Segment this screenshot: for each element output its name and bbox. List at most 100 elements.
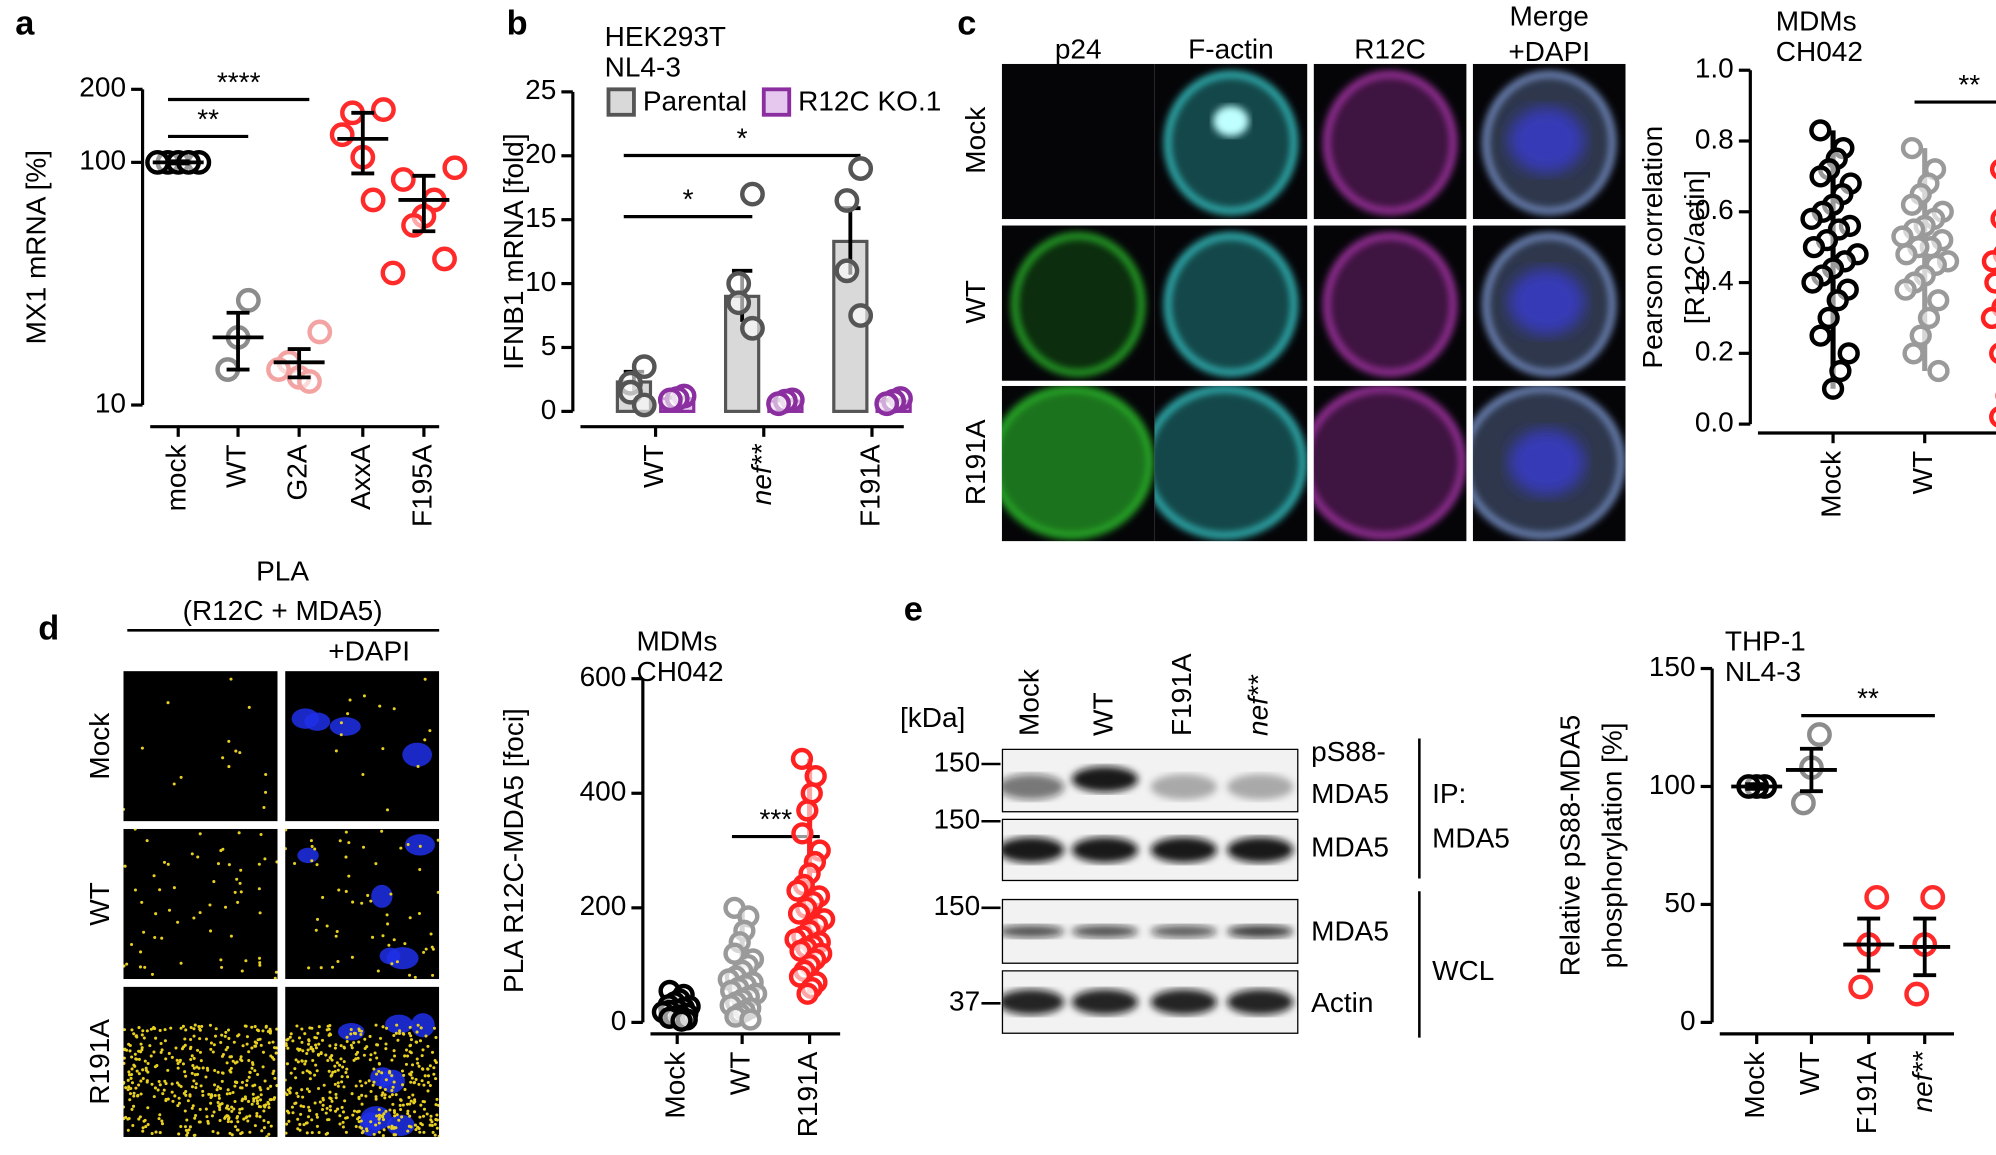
- pla-focus: [314, 1046, 318, 1050]
- pla-focus: [220, 965, 224, 969]
- pla-focus: [186, 1099, 190, 1103]
- pla-focus: [357, 1109, 361, 1113]
- pla-focus: [385, 808, 390, 812]
- y-tick-label: 25: [525, 74, 556, 105]
- pla-focus: [132, 1032, 136, 1036]
- pla-focus: [435, 1118, 439, 1122]
- pla-focus: [436, 838, 440, 842]
- pla-focus: [184, 1074, 188, 1078]
- pla-focus: [394, 1031, 398, 1035]
- pla-focus: [435, 1113, 439, 1117]
- pla-focus: [406, 843, 410, 847]
- pla-focus: [247, 1075, 251, 1079]
- pla-focus: [170, 1055, 174, 1059]
- pla-focus: [344, 889, 348, 893]
- pla-focus: [255, 1111, 259, 1116]
- pla-focus: [420, 1079, 424, 1083]
- pla-focus: [328, 1090, 332, 1094]
- pla-focus: [139, 1092, 143, 1096]
- pla-focus: [256, 1102, 260, 1106]
- x-tick-label: nef**: [746, 443, 777, 505]
- pla-focus: [221, 847, 225, 851]
- panel-letter: d: [38, 609, 59, 647]
- pla-focus: [267, 1102, 271, 1106]
- pla-focus: [406, 1129, 410, 1133]
- micrograph: [285, 671, 440, 822]
- pla-focus: [407, 1095, 411, 1099]
- pla-focus: [144, 1125, 148, 1129]
- pla-focus: [410, 1076, 414, 1080]
- pla-focus: [219, 958, 223, 962]
- data-point: [631, 354, 657, 380]
- pla-focus: [375, 1072, 379, 1076]
- pla-focus: [189, 1037, 193, 1042]
- pla-focus: [207, 1092, 211, 1096]
- pla-focus: [179, 1125, 183, 1129]
- pla-focus: [208, 1023, 212, 1027]
- pla-focus: [159, 1050, 163, 1054]
- pla-focus: [152, 1050, 156, 1054]
- pla-focus: [271, 1072, 275, 1076]
- pla-focus: [286, 1088, 290, 1092]
- pla-focus: [257, 862, 261, 866]
- pla-focus: [158, 1083, 162, 1087]
- row-label: R191A: [960, 419, 991, 505]
- pla-focus: [373, 1051, 377, 1055]
- x-tick-label: AxxA: [345, 444, 376, 510]
- pla-focus: [371, 1083, 375, 1087]
- pla-focus: [349, 1028, 353, 1032]
- pla-focus: [230, 1105, 234, 1109]
- pla-focus: [142, 930, 146, 934]
- pla-focus: [338, 1114, 342, 1118]
- pla-focus: [176, 1066, 180, 1070]
- pla-focus: [158, 1028, 162, 1032]
- pla-focus: [352, 1109, 357, 1113]
- pla-focus: [213, 1093, 217, 1098]
- pla-focus: [350, 1092, 354, 1096]
- pla-focus: [401, 1103, 405, 1107]
- y-tick-label: 50: [1664, 887, 1695, 918]
- pla-focus: [172, 886, 176, 890]
- pla-focus: [166, 1068, 170, 1072]
- pla-focus: [179, 1026, 183, 1030]
- pla-focus: [305, 1087, 309, 1091]
- x-tick-label: nef**: [1907, 1051, 1938, 1113]
- pla-focus: [237, 831, 241, 835]
- pla-focus: [176, 1062, 180, 1066]
- pla-focus: [313, 847, 317, 851]
- pla-focus: [369, 1053, 373, 1057]
- data-point: [790, 747, 814, 771]
- lane-label: WT: [1087, 692, 1118, 736]
- column-header: R12C: [1354, 34, 1426, 65]
- pla-focus: [328, 1044, 332, 1048]
- band: [1227, 989, 1294, 1015]
- pla-focus: [233, 1099, 237, 1104]
- pla-focus: [436, 890, 440, 894]
- pla-focus: [301, 1071, 305, 1075]
- pla-focus: [390, 1124, 394, 1128]
- pla-focus: [377, 1061, 381, 1066]
- pla-focus: [380, 1071, 384, 1075]
- pla-focus: [229, 1066, 233, 1070]
- pla-focus: [212, 880, 216, 884]
- x-tick-label: Mock: [1739, 1051, 1770, 1119]
- pla-focus: [252, 1097, 256, 1101]
- pla-focus: [398, 1029, 402, 1033]
- pla-focus: [293, 861, 297, 866]
- row-label: Mock: [960, 106, 991, 174]
- pla-focus: [434, 1036, 438, 1040]
- nucleus: [291, 708, 320, 729]
- pla-focus: [171, 1099, 175, 1103]
- pla-focus: [126, 1078, 130, 1082]
- pla-focus: [245, 1079, 249, 1083]
- pla-focus: [369, 1120, 373, 1124]
- pla-focus: [238, 751, 242, 755]
- pla-focus: [360, 1093, 364, 1097]
- pla-focus: [167, 908, 172, 912]
- pla-focus: [339, 1044, 343, 1048]
- chart-title: NL4-3: [605, 51, 681, 82]
- pla-focus: [123, 1061, 126, 1065]
- micrograph: [1154, 225, 1308, 381]
- pla-focus: [328, 1023, 332, 1027]
- pla-focus: [416, 1023, 420, 1027]
